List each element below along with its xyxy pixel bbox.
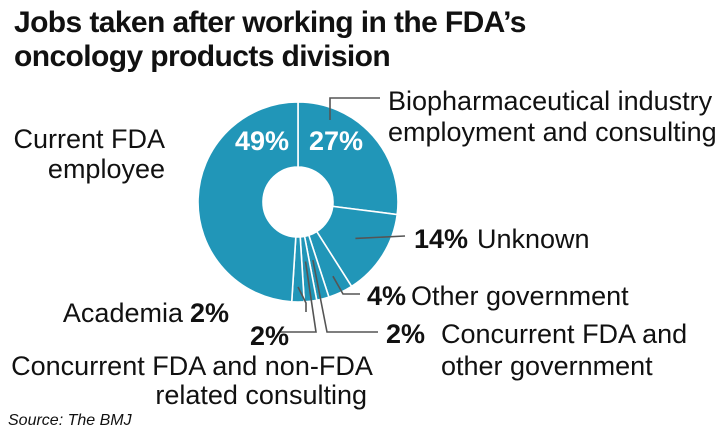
- category-label-concurrent-consulting-line-2: related consulting: [155, 380, 367, 410]
- leader-unknown: [355, 235, 406, 240]
- leader-biopharma: [329, 97, 380, 120]
- slice-biopharma: [297, 101, 399, 216]
- category-label-academia: Academia: [63, 298, 184, 328]
- leader-concurrent-consulting: [280, 261, 317, 333]
- value-label-current-fda: 49%: [235, 126, 289, 156]
- donut-slices: [197, 101, 399, 303]
- category-label-current-fda-line-2: employee: [48, 154, 165, 184]
- value-label-concurrent-other-gov: 2%: [386, 319, 425, 349]
- value-label-unknown: 14%: [414, 224, 468, 254]
- leader-academia: [297, 286, 307, 312]
- category-label-unknown: Unknown: [477, 224, 590, 254]
- value-label-biopharma: 27%: [309, 126, 363, 156]
- category-label-biopharma-line-2: employment and consulting: [388, 117, 715, 147]
- leader-concurrent-other-gov: [312, 259, 378, 333]
- leader-lines: [280, 97, 406, 333]
- slice-current-fda: [197, 101, 299, 303]
- chart-title-line-2: oncology products division: [14, 40, 391, 73]
- chart-title-line-1: Jobs taken after working in the FDA’s: [14, 6, 526, 39]
- category-label-concurrent-other-gov-line-1: Concurrent FDA and: [441, 319, 687, 349]
- leader-other-government: [332, 275, 360, 295]
- source-note: Source: The BMJ: [8, 412, 132, 429]
- category-label-concurrent-consulting-line-1: Concurrent FDA and non-FDA: [11, 351, 373, 381]
- category-label-current-fda-line-1: Current FDA: [13, 124, 165, 154]
- category-label-biopharma-line-1: Biopharmaceutical industry: [388, 86, 713, 116]
- category-label-concurrent-other-gov-line-2: other government: [441, 351, 653, 381]
- category-label-other-government: Other government: [411, 281, 629, 311]
- value-label-concurrent-consulting: 2%: [250, 321, 289, 351]
- value-label-other-government: 4%: [367, 281, 406, 311]
- chart-title: Jobs taken after working in the FDA’s on…: [14, 6, 526, 74]
- value-label-academia: 2%: [190, 298, 229, 328]
